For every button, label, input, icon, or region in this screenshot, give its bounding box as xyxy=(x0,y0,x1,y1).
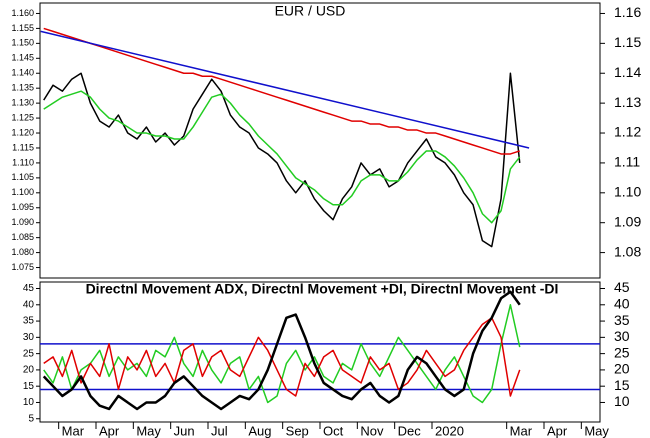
y-tick-label: 20 xyxy=(23,365,35,376)
y-tick-label: 5 xyxy=(28,413,34,424)
y-tick-label: 10 xyxy=(23,397,35,408)
y2-tick-label: 1.15 xyxy=(614,34,641,50)
y-tick-label: 30 xyxy=(23,332,35,343)
series-line xyxy=(42,290,521,411)
plot-frame xyxy=(39,2,601,279)
y-tick-label: 35 xyxy=(23,316,35,327)
x-tick-label: Mar xyxy=(510,423,533,438)
y2-tick-label: 1.14 xyxy=(614,64,641,80)
y2-tick-label: 20 xyxy=(614,361,630,377)
y2-tick-label: 1.16 xyxy=(614,4,641,20)
y-tick-label: 1.135 xyxy=(11,83,34,93)
y-tick-label: 1.090 xyxy=(11,217,34,227)
x-tick-label: Sep xyxy=(286,423,309,438)
y2-tick-label: 1.11 xyxy=(614,154,640,170)
series-line xyxy=(43,317,521,397)
y-tick-label: 1.150 xyxy=(11,38,34,48)
x-tick-label: Oct xyxy=(323,423,344,438)
x-tick-label: Aug xyxy=(248,423,271,438)
y2-tick-label: 40 xyxy=(614,295,630,311)
series-line xyxy=(43,27,520,155)
y2-tick-label: 15 xyxy=(614,377,630,393)
y-tick-label: 1.145 xyxy=(11,53,34,63)
y-tick-label: 1.130 xyxy=(11,98,34,108)
y2-tick-label: 1.13 xyxy=(614,94,641,110)
y-tick-label: 1.125 xyxy=(11,112,34,122)
x-tick-label: May xyxy=(584,423,609,438)
y2-tick-label: 10 xyxy=(614,393,630,409)
series-line xyxy=(43,90,521,224)
x-tick-label: 2020 xyxy=(435,423,464,438)
y-tick-label: 25 xyxy=(23,348,35,359)
x-tick-label: Nov xyxy=(360,423,384,438)
y-tick-label: 1.110 xyxy=(12,157,34,167)
x-tick-label: Apr xyxy=(547,423,568,438)
y-tick-label: 1.140 xyxy=(11,68,34,78)
y-tick-label: 45 xyxy=(23,283,35,294)
x-tick-label: Apr xyxy=(99,423,120,438)
y2-tick-label: 1.09 xyxy=(614,213,641,229)
y-tick-label: 1.085 xyxy=(11,232,34,242)
y2-tick-label: 1.08 xyxy=(614,243,641,259)
y-tick-label: 1.105 xyxy=(11,172,34,182)
x-tick-label: Jun xyxy=(174,423,195,438)
x-tick-label: Mar xyxy=(62,423,85,438)
y-tick-label: 1.115 xyxy=(12,142,34,152)
y-tick-label: 1.075 xyxy=(11,262,34,272)
y2-tick-label: 25 xyxy=(614,344,630,360)
y2-tick-label: 30 xyxy=(614,328,630,344)
y-tick-label: 1.120 xyxy=(11,127,34,137)
series-line xyxy=(40,30,530,149)
y2-tick-label: 1.12 xyxy=(614,124,641,140)
y2-tick-label: 45 xyxy=(614,279,630,295)
x-tick-label: Jul xyxy=(211,423,228,438)
chart-title: EUR / USD xyxy=(275,3,346,19)
y2-tick-label: 1.10 xyxy=(614,184,641,200)
y-tick-label: 15 xyxy=(23,381,35,392)
y2-tick-label: 35 xyxy=(614,312,630,328)
y-tick-label: 1.155 xyxy=(11,23,34,33)
x-tick-label: May xyxy=(136,423,161,438)
x-tick-label: Dec xyxy=(398,423,422,438)
indicator-title: Directnl Movement ADX, Directnl Movement… xyxy=(86,281,559,297)
y-tick-label: 1.100 xyxy=(11,187,34,197)
y-tick-label: 1.160 xyxy=(11,8,34,18)
y-tick-label: 40 xyxy=(23,299,35,310)
y-tick-label: 1.080 xyxy=(11,247,34,257)
y-tick-label: 1.095 xyxy=(11,202,34,212)
